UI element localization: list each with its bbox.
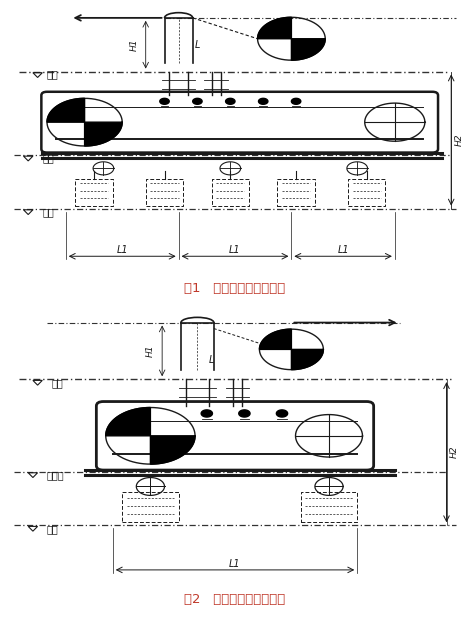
Polygon shape (106, 408, 150, 436)
Polygon shape (291, 98, 301, 104)
Text: 平台: 平台 (47, 70, 59, 79)
Text: 图1   多点分配分料胶带机: 图1 多点分配分料胶带机 (184, 282, 286, 295)
Polygon shape (259, 329, 291, 349)
Text: 平台: 平台 (47, 524, 59, 534)
Text: H2: H2 (454, 134, 463, 146)
Text: L1: L1 (117, 245, 128, 255)
Polygon shape (47, 98, 85, 122)
Polygon shape (291, 349, 323, 370)
Text: L1: L1 (229, 559, 241, 569)
Polygon shape (150, 436, 195, 464)
Polygon shape (239, 410, 250, 417)
Polygon shape (201, 410, 212, 417)
Text: L1: L1 (229, 245, 241, 255)
Polygon shape (258, 98, 268, 104)
FancyBboxPatch shape (41, 92, 438, 153)
Polygon shape (258, 17, 291, 39)
Text: 钢轨: 钢轨 (42, 153, 54, 164)
Polygon shape (85, 122, 122, 146)
Text: 钢平台: 钢平台 (47, 470, 65, 480)
Polygon shape (160, 98, 169, 104)
Polygon shape (193, 98, 202, 104)
Text: L: L (209, 355, 214, 365)
Text: L1: L1 (337, 245, 349, 255)
Text: H2: H2 (450, 446, 459, 458)
Polygon shape (276, 410, 288, 417)
Text: 平台: 平台 (42, 207, 54, 217)
Text: 平台: 平台 (52, 378, 63, 388)
Polygon shape (226, 98, 235, 104)
Text: H1: H1 (130, 39, 139, 51)
Text: H1: H1 (146, 345, 155, 357)
Text: L: L (195, 40, 200, 49)
FancyBboxPatch shape (96, 401, 374, 470)
Text: 图2   两点分配分料胶带机: 图2 两点分配分料胶带机 (184, 593, 286, 605)
Polygon shape (291, 39, 325, 60)
